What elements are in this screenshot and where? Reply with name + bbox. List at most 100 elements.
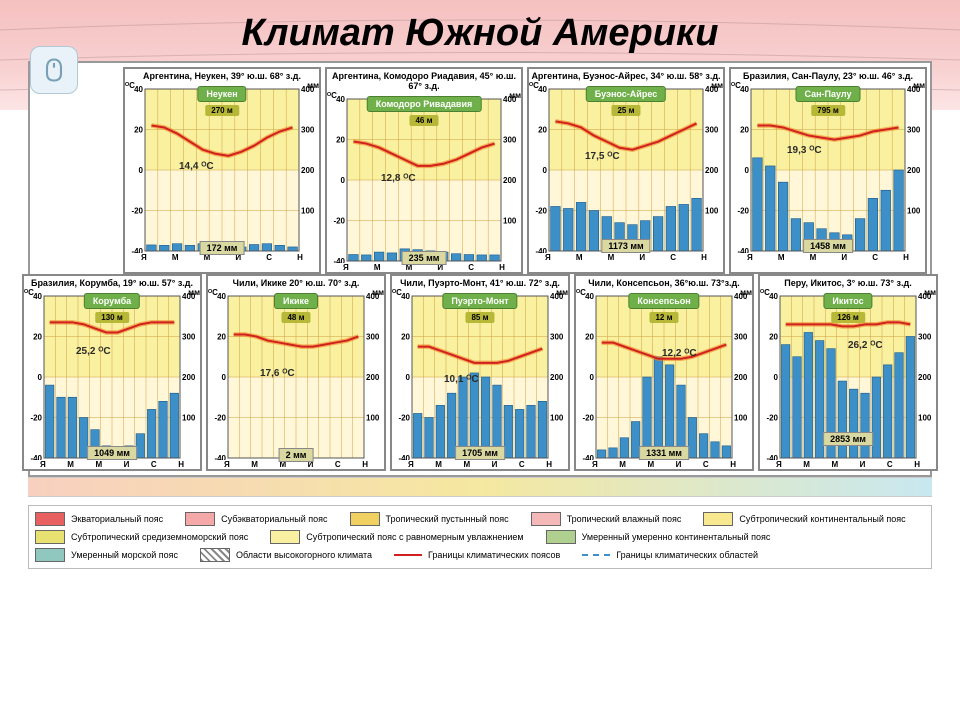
climograph-panel: Бразилия, Сан-Паулу, 23° ю.ш. 46° з.д.ᴼС… [729, 67, 927, 274]
svg-text:-20: -20 [737, 206, 749, 215]
chart-row-1: Аргентина, Неукен, 39° ю.ш. 68° з.д.ᴼСмм… [124, 67, 926, 274]
legend: Экваториальный пояс Субэкваториальный поя… [28, 505, 932, 569]
svg-text:20: 20 [401, 332, 410, 341]
avg-temp-label: 19,3 ᴼС [787, 145, 822, 156]
axis-label-precip: мм [556, 288, 568, 297]
axis-label-temp: ᴼС [529, 81, 539, 90]
svg-text:100: 100 [705, 206, 719, 215]
panel-title: Чили, Консепсьон, 36°ю.ш. 73°з.д. [578, 278, 750, 290]
legend-item: Экваториальный пояс [35, 512, 163, 526]
svg-text:40: 40 [336, 95, 345, 104]
axis-label-temp: ᴼС [327, 91, 337, 100]
chart-area: ᴼСмм-40-2002040100200300400Неукен270 м14… [127, 83, 317, 253]
axis-label-precip: мм [372, 288, 384, 297]
svg-text:20: 20 [336, 135, 345, 144]
legend-label: Границы климатических областей [616, 550, 758, 560]
avg-temp-label: 17,5 ᴼС [585, 151, 620, 162]
svg-text:40: 40 [585, 292, 594, 301]
axis-label-temp: ᴼС [125, 81, 135, 90]
legend-label: Субэкваториальный пояс [221, 514, 327, 524]
city-badge: Неукен [197, 86, 246, 102]
svg-text:-40: -40 [766, 454, 778, 460]
svg-text:200: 200 [907, 166, 921, 175]
panel-title: Бразилия, Корумба, 19° ю.ш. 57° з.д. [26, 278, 198, 290]
month-axis: ЯММИСН [733, 253, 923, 262]
chart-row-2: Бразилия, Корумба, 19° ю.ш. 57° з.д.ᴼСмм… [34, 274, 926, 471]
climograph-panel: Чили, Икике 20° ю.ш. 70° з.д.ᴼСмм-40-200… [206, 274, 386, 471]
avg-temp-label: 17,6 ᴼС [260, 368, 295, 379]
city-badge: Комодоро Ривадавия [367, 96, 482, 112]
axis-label-precip: мм [711, 81, 723, 90]
axis-label-temp: ᴼС [392, 288, 402, 297]
svg-text:200: 200 [503, 176, 517, 185]
legend-item: Границы климатических поясов [394, 548, 560, 562]
city-badge: Буэнос-Айрес [586, 86, 666, 102]
chart-area: ᴼСмм-40-2002040100200300400Икитос126 м26… [762, 290, 934, 460]
axis-label-precip: мм [188, 288, 200, 297]
svg-text:40: 40 [740, 85, 749, 94]
total-precip-label: 1331 мм [639, 446, 689, 460]
svg-text:20: 20 [538, 125, 547, 134]
elevation-badge: 12 м [649, 312, 678, 323]
svg-text:0: 0 [222, 373, 227, 382]
climograph-panel: Аргентина, Комодоро Риадавия, 45° ю.ш. 6… [325, 67, 523, 274]
month-axis: ЯММИСН [26, 460, 198, 469]
svg-text:-40: -40 [214, 454, 226, 460]
svg-text:300: 300 [301, 125, 315, 134]
svg-text:-40: -40 [131, 247, 143, 253]
axis-label-temp: ᴼС [731, 81, 741, 90]
chart-area: ᴼСмм-40-2002040100200300400Корумба130 м2… [26, 290, 198, 460]
climograph-panel: Аргентина, Буэнос-Айрес, 34° ю.ш. 58° з.… [527, 67, 725, 274]
svg-text:-20: -20 [131, 206, 143, 215]
legend-item: Умеренный умеренно континентальный пояс [546, 530, 771, 544]
svg-text:40: 40 [134, 85, 143, 94]
elevation-badge: 270 м [205, 105, 239, 116]
legend-label: Экваториальный пояс [71, 514, 163, 524]
axis-label-precip: мм [913, 81, 925, 90]
svg-text:-20: -20 [398, 413, 410, 422]
chart-area: ᴼСмм-40-2002040100200300400Икике48 м17,6… [210, 290, 382, 460]
elevation-badge: 126 м [831, 312, 865, 323]
climograph-panel: Бразилия, Корумба, 19° ю.ш. 57° з.д.ᴼСмм… [22, 274, 202, 471]
legend-label: Субтропический пояс с равномерным увлажн… [306, 532, 523, 542]
footer-decoration [28, 477, 932, 497]
svg-text:200: 200 [550, 373, 564, 382]
svg-text:100: 100 [301, 206, 315, 215]
svg-text:300: 300 [366, 332, 380, 341]
svg-text:200: 200 [734, 373, 748, 382]
svg-text:300: 300 [503, 135, 517, 144]
month-axis: ЯММИСН [531, 253, 721, 262]
city-badge: Корумба [84, 293, 140, 309]
svg-text:-40: -40 [30, 454, 42, 460]
city-badge: Сан-Паулу [795, 86, 860, 102]
chart-area: ᴼСмм-40-2002040100200300400Консепсьон12 … [578, 290, 750, 460]
svg-text:40: 40 [217, 292, 226, 301]
svg-text:40: 40 [33, 292, 42, 301]
svg-text:300: 300 [907, 125, 921, 134]
total-precip-label: 1458 мм [803, 239, 853, 253]
legend-label: Области высокогорного климата [236, 550, 372, 560]
charts-container: Аргентина, Неукен, 39° ю.ш. 68° з.д.ᴼСмм… [28, 61, 932, 477]
svg-text:40: 40 [538, 85, 547, 94]
svg-text:20: 20 [585, 332, 594, 341]
elevation-badge: 25 м [611, 105, 640, 116]
svg-text:100: 100 [182, 413, 196, 422]
svg-text:20: 20 [134, 125, 143, 134]
svg-text:0: 0 [590, 373, 595, 382]
panel-title: Аргентина, Комодоро Риадавия, 45° ю.ш. 6… [329, 71, 519, 93]
avg-temp-label: 26,2 ᴼС [848, 340, 883, 351]
avg-temp-label: 10,1 ᴼС [444, 374, 479, 385]
climograph-panel: Чили, Пуэрто-Монт, 41° ю.ш. 72° з.д.ᴼСмм… [390, 274, 570, 471]
elevation-badge: 130 м [95, 312, 129, 323]
total-precip-label: 1049 мм [87, 446, 137, 460]
svg-text:300: 300 [734, 332, 748, 341]
panel-title: Бразилия, Сан-Паулу, 23° ю.ш. 46° з.д. [733, 71, 923, 83]
svg-text:0: 0 [341, 176, 346, 185]
elevation-badge: 48 м [281, 312, 310, 323]
climograph-panel: Чили, Консепсьон, 36°ю.ш. 73°з.д.ᴼСмм-40… [574, 274, 754, 471]
panel-title: Аргентина, Неукен, 39° ю.ш. 68° з.д. [127, 71, 317, 83]
legend-label: Тропический влажный пояс [567, 514, 682, 524]
chart-area: ᴼСмм-40-2002040100200300400Буэнос-Айрес2… [531, 83, 721, 253]
month-axis: ЯММИСН [578, 460, 750, 469]
svg-text:40: 40 [401, 292, 410, 301]
